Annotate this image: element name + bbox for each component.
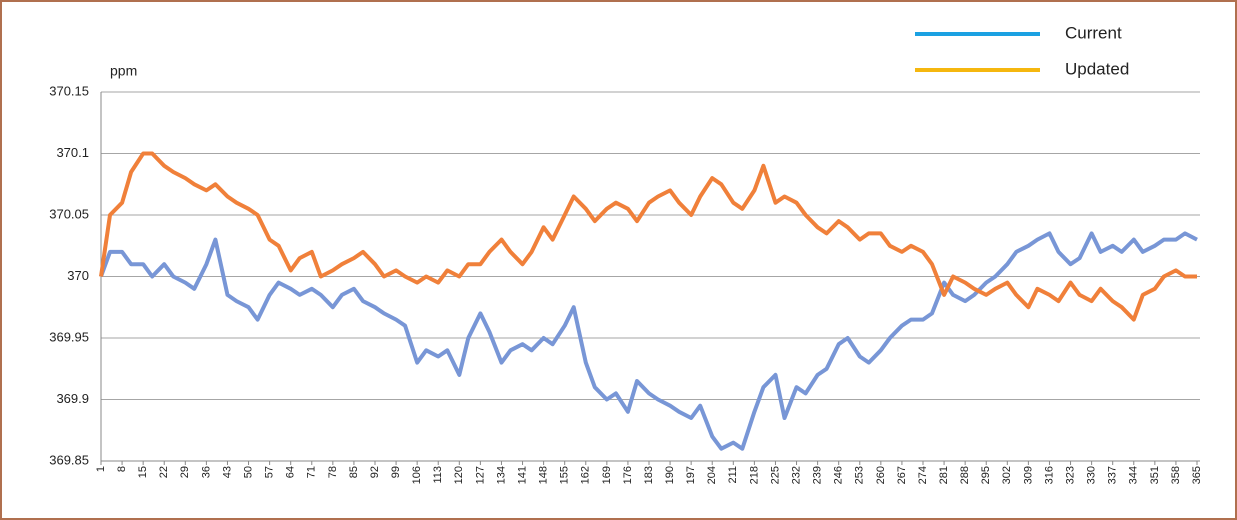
x-tick-label: 309 [1022,466,1034,484]
x-tick-label: 281 [938,466,950,484]
x-tick-label: 92 [369,466,381,478]
x-tick-label: 169 [601,466,613,484]
x-tick-label: 113 [432,466,444,484]
x-tick-label: 1 [95,466,107,472]
x-tick-label: 274 [917,466,929,484]
x-tick-label: 365 [1191,466,1203,484]
y-tick-label: 370.05 [49,206,89,221]
x-tick-label: 141 [516,466,528,484]
x-tick-label: 260 [875,466,887,484]
grid: 369.85 369.9 369.95 370 370.05 370.1 370.15 1 8 1… [49,83,1203,484]
x-tick-label: 50 [242,466,254,478]
x-tick-label: 295 [980,466,992,484]
x-tick-label: 288 [959,466,971,484]
x-tick-label: 120 [453,466,465,484]
x-tick-label: 211 [727,466,739,484]
x-tick-label: 232 [790,466,802,484]
x-tick-label: 323 [1064,466,1076,484]
series-line [99,231,1198,451]
x-tick-label: 337 [1107,466,1119,484]
x-tick-label: 148 [538,466,550,484]
x-tick-label: 351 [1149,466,1161,484]
x-tick-label: 22 [158,466,170,478]
y-tick-label: 369.9 [56,391,89,406]
legend: Current Updated [915,23,1129,78]
y-tick-label: 370 [67,268,89,283]
x-tick-label: 302 [1001,466,1013,484]
x-tick-label: 358 [1170,466,1182,484]
x-tick-label: 183 [643,466,655,484]
x-tick-label: 267 [896,466,908,484]
x-tick-label: 134 [495,466,507,484]
x-tick-label: 162 [580,466,592,484]
x-tick-label: 246 [833,466,845,484]
x-tick-label: 330 [1086,466,1098,484]
x-tick-label: 225 [769,466,781,484]
x-tick-label: 316 [1043,466,1055,484]
x-tick-label: 218 [748,466,760,484]
x-tick-label: 85 [348,466,360,478]
y-axis-title: ppm [110,63,137,79]
x-tick-label: 190 [664,466,676,484]
x-tick-label: 8 [116,466,128,472]
y-tick-label: 369.85 [49,452,89,467]
x-tick-label: 36 [200,466,212,478]
x-tick-label: 64 [285,466,297,478]
x-tick-label: 127 [474,466,486,484]
x-tick-label: 197 [685,466,697,484]
x-tick-label: 15 [137,466,149,478]
y-tick-label: 370.1 [56,145,89,160]
legend-label: Current [1065,23,1122,42]
x-tick-label: 57 [264,466,276,478]
x-tick-label: 29 [179,466,191,478]
legend-label: Updated [1065,59,1129,78]
series-line [99,151,1197,322]
x-tick-label: 253 [854,466,866,484]
x-tick-label: 204 [706,466,718,484]
x-tick-label: 106 [411,466,423,484]
x-tick-label: 43 [221,466,233,478]
x-tick-label: 99 [390,466,402,478]
y-tick-label: 370.15 [49,83,89,98]
y-tick-label: 369.95 [49,329,89,344]
x-tick-label: 176 [622,466,634,484]
x-tick-label: 155 [559,466,571,484]
x-tick-label: 71 [306,466,318,478]
x-tick-label: 344 [1128,466,1140,484]
plot-lines [99,151,1198,451]
x-tick-label: 239 [812,466,824,484]
x-tick-label: 78 [327,466,339,478]
